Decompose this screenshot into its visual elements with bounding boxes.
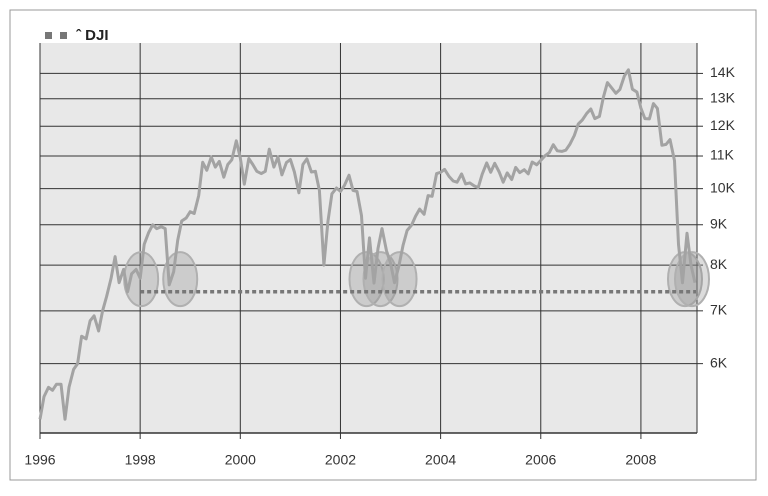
y-tick-label: 13K — [710, 90, 736, 106]
y-tick-label: 9K — [710, 215, 728, 231]
y-tick-label: 7K — [710, 302, 728, 318]
x-tick-label: 2004 — [425, 452, 456, 468]
y-tick-label: 10K — [710, 179, 736, 195]
y-tick-label: 8K — [710, 256, 728, 272]
x-tick-label: 2008 — [625, 452, 656, 468]
legend-swatch — [45, 32, 52, 39]
x-tick-label: 2000 — [225, 452, 256, 468]
x-tick-label: 1998 — [125, 452, 156, 468]
y-tick-label: 14K — [710, 64, 736, 80]
legend-label: ˆ DJI — [76, 27, 109, 44]
x-tick-label: 1996 — [24, 452, 55, 468]
y-tick-label: 11K — [710, 147, 735, 163]
x-tick-label: 2006 — [525, 452, 556, 468]
y-tick-label: 12K — [710, 117, 736, 133]
x-tick-label: 2002 — [325, 452, 356, 468]
y-tick-label: 6K — [710, 354, 728, 370]
series-line — [38, 68, 697, 421]
legend-swatch — [60, 32, 67, 39]
